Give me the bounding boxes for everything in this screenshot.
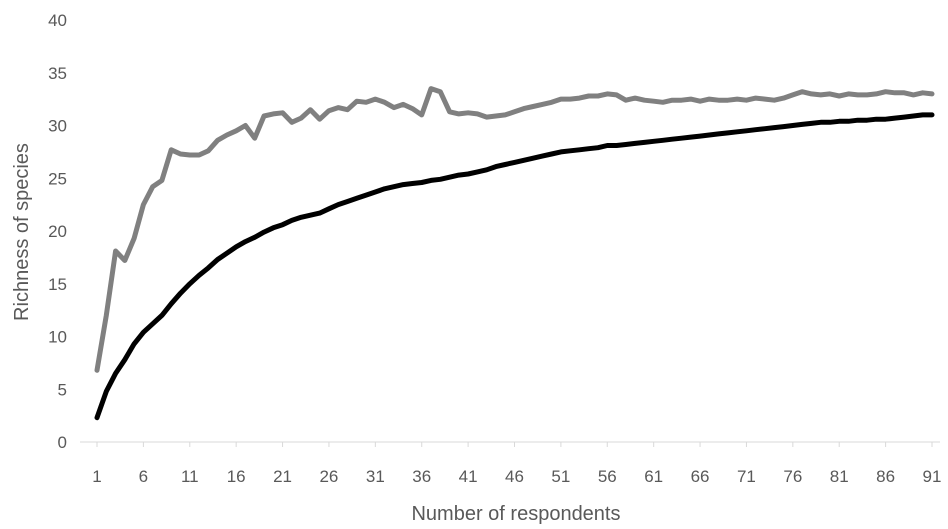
x-tick-label: 41 (459, 467, 478, 486)
x-tick-label: 51 (551, 467, 570, 486)
x-tick-label: 66 (691, 467, 710, 486)
y-tick-label: 0 (58, 433, 67, 452)
x-tick-label: 36 (412, 467, 431, 486)
x-tick-label: 71 (737, 467, 756, 486)
x-tick-label: 91 (923, 467, 942, 486)
y-tick-label: 10 (48, 328, 67, 347)
y-tick-label: 25 (48, 169, 67, 188)
y-tick-label: 40 (48, 11, 67, 30)
x-tick-label: 6 (139, 467, 148, 486)
y-tick-label: 20 (48, 222, 67, 241)
series-line-gray (94, 86, 935, 373)
y-tick-label: 15 (48, 275, 67, 294)
y-tick-label: 5 (58, 380, 67, 399)
x-tick-label: 21 (273, 467, 292, 486)
x-tick-label: 16 (227, 467, 246, 486)
x-tick-label: 86 (876, 467, 895, 486)
y-axis-ticks: 0 5 10 15 20 25 30 35 40 (48, 11, 67, 452)
series-layer (94, 86, 935, 421)
y-tick-label: 35 (48, 64, 67, 83)
x-tick-label: 81 (830, 467, 849, 486)
x-tick-label: 26 (319, 467, 338, 486)
x-axis-ticks: 1 6 11 16 21 26 31 36 41 46 51 56 61 66 71 76 81 86 91 (92, 442, 941, 486)
y-axis-title: Richness of species (11, 143, 33, 321)
series-line-black (94, 112, 935, 421)
y-tick-label: 30 (48, 117, 67, 136)
x-tick-label: 61 (644, 467, 663, 486)
x-axis-title: Number of respondents (411, 503, 620, 525)
x-tick-label: 76 (783, 467, 802, 486)
x-tick-label: 31 (366, 467, 385, 486)
x-tick-label: 46 (505, 467, 524, 486)
x-tick-label: 11 (181, 467, 199, 486)
x-tick-label: 1 (92, 467, 101, 486)
x-tick-label: 56 (598, 467, 617, 486)
